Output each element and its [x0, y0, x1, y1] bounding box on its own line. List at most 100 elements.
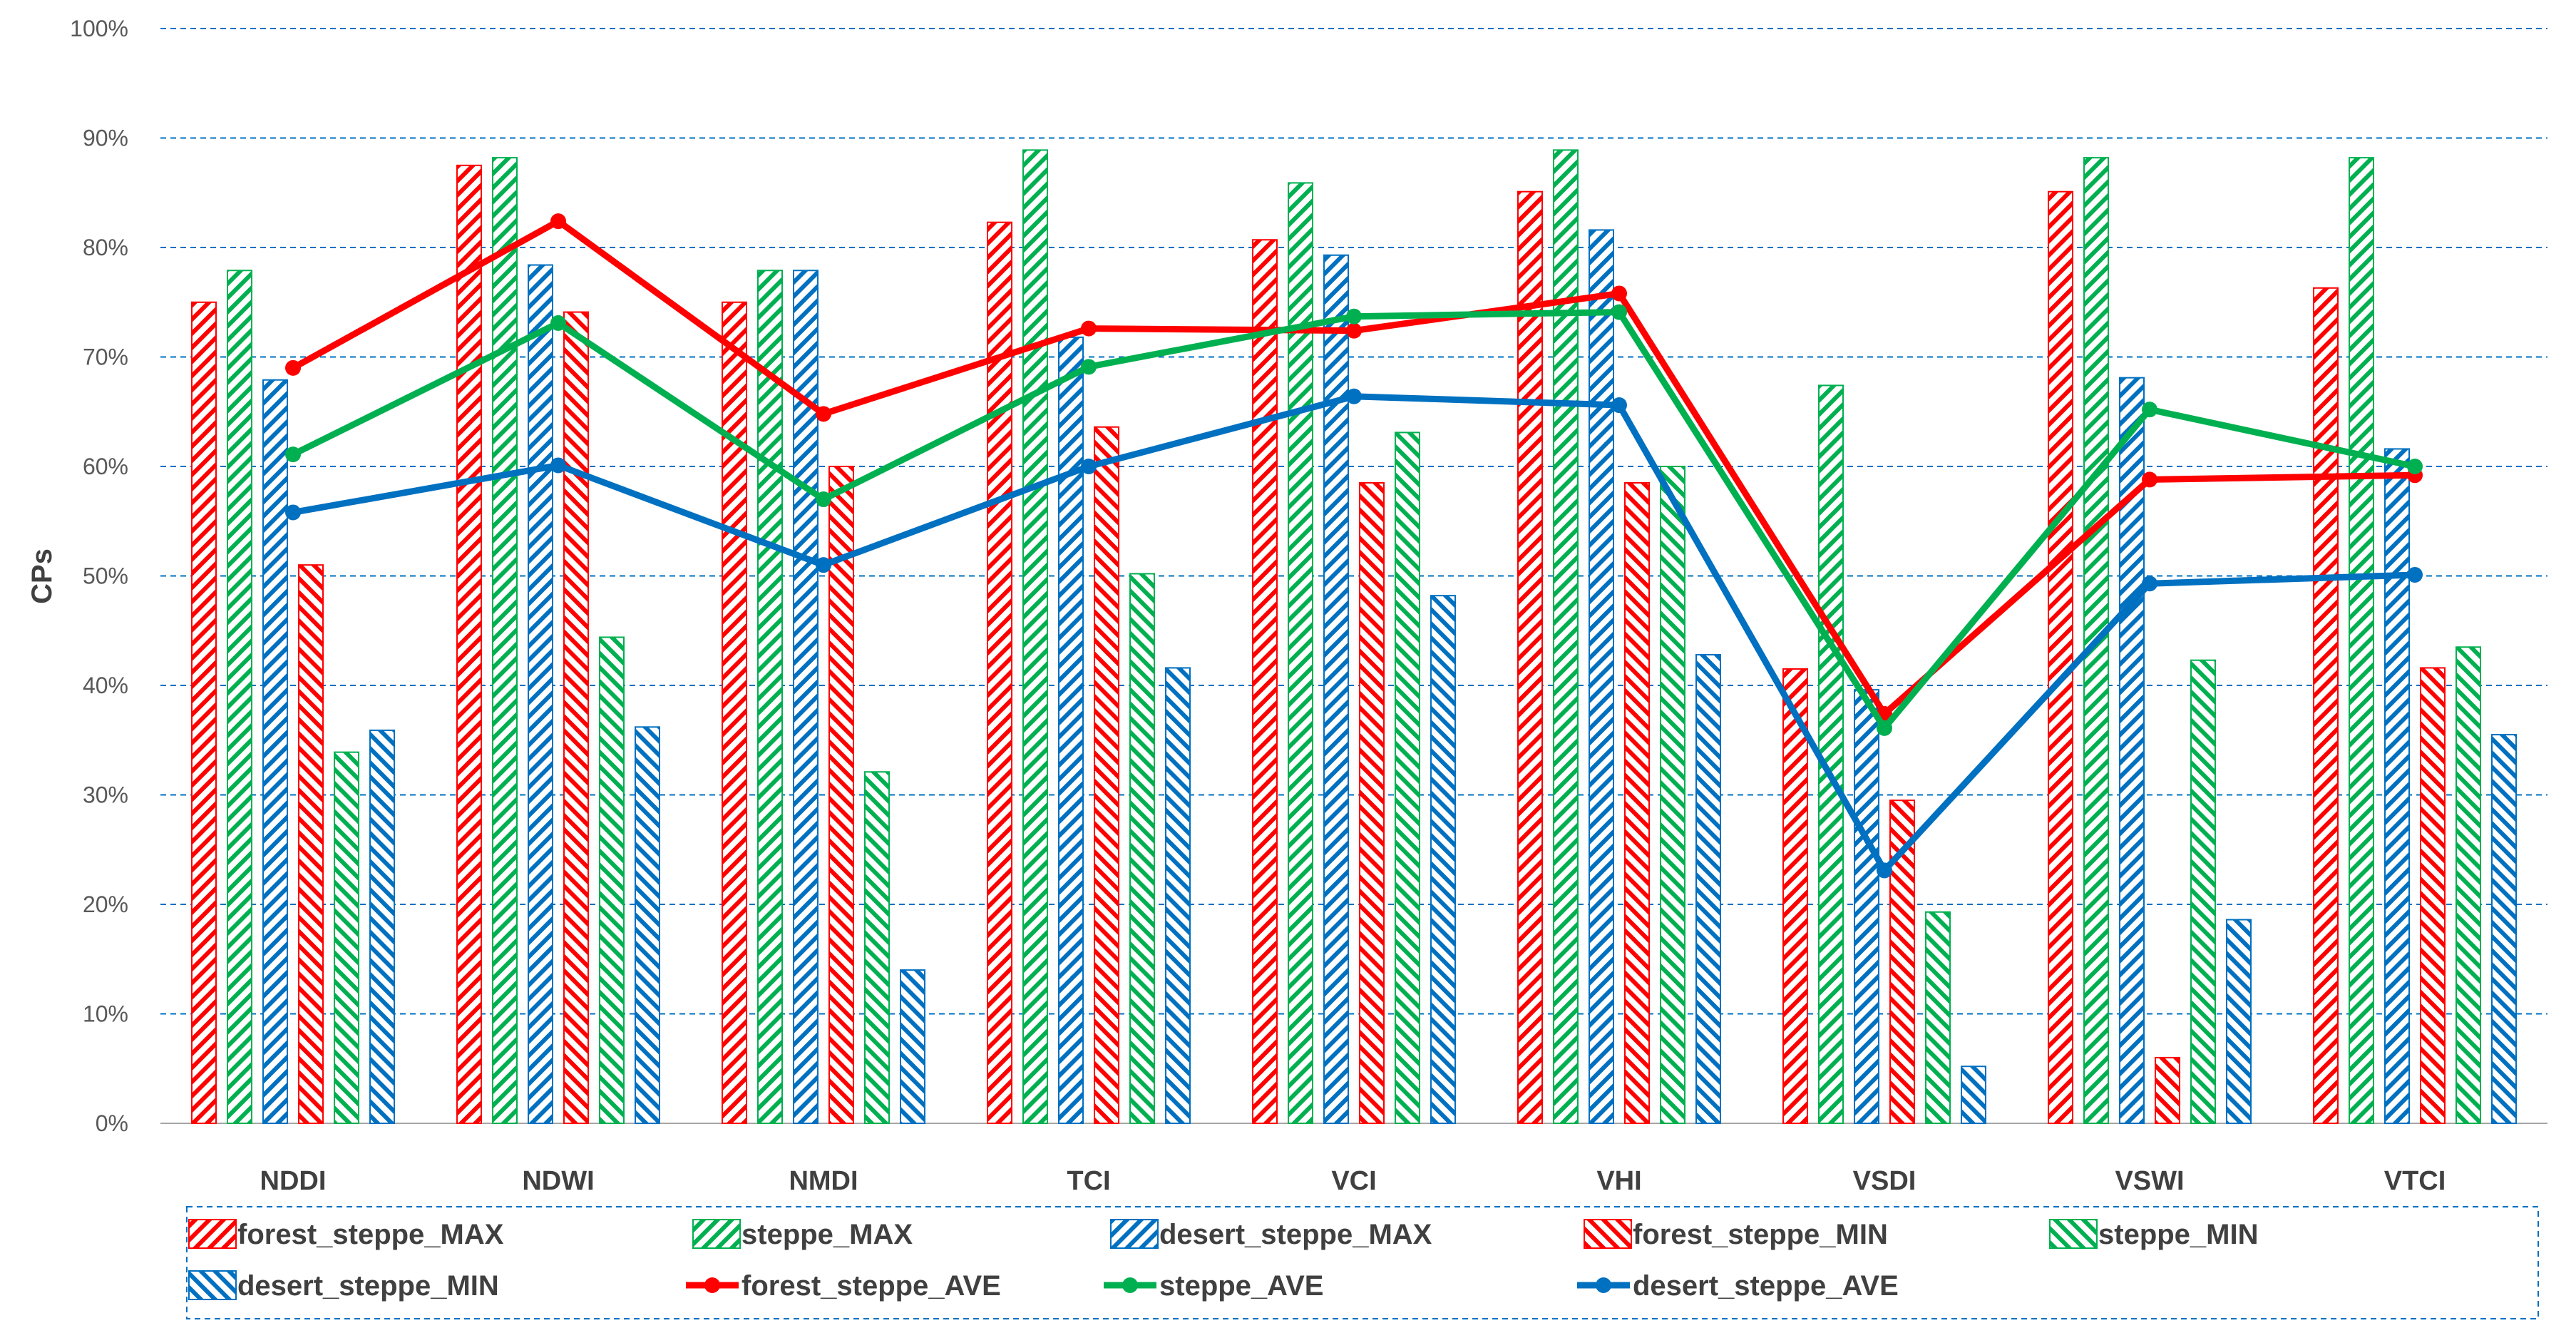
point-desert_steppe_AVE-VCI — [1346, 388, 1362, 404]
point-steppe_AVE-VHI — [1611, 304, 1627, 320]
legend-label: desert_steppe_AVE — [1633, 1270, 1899, 1302]
legend-label: forest_steppe_AVE — [742, 1270, 1001, 1302]
point-forest_steppe_AVE-VHI — [1611, 285, 1627, 302]
bar-desert_steppe_MAX-NDWI — [528, 264, 553, 1124]
bar-desert_steppe_MAX-VCI — [1323, 254, 1349, 1124]
point-steppe_AVE-VTCI — [2407, 459, 2423, 474]
legend-item-forest_steppe_AVE: forest_steppe_AVE — [686, 1270, 1001, 1302]
point-desert_steppe_AVE-NMDI — [816, 557, 831, 573]
bar-forest_steppe_MIN-NDWI — [563, 311, 589, 1125]
point-steppe_AVE-VSDI — [1877, 720, 1892, 736]
legend-marker — [1122, 1277, 1138, 1293]
legend-item-steppe_AVE: steppe_AVE — [1104, 1270, 1323, 1302]
bar-steppe_MAX-NDWI — [492, 157, 518, 1124]
y-tick-label: 100% — [70, 16, 128, 41]
bar-steppe_MAX-VCI — [1288, 182, 1313, 1124]
bar-forest_steppe_MIN-VCI — [1359, 482, 1385, 1124]
point-steppe_AVE-TCI — [1081, 359, 1097, 375]
legend-label: desert_steppe_MIN — [237, 1270, 499, 1302]
bar-steppe_MAX-VSDI — [1818, 384, 1844, 1124]
bar-steppe_MIN-TCI — [1129, 573, 1155, 1124]
point-steppe_AVE-NMDI — [816, 491, 831, 508]
legend-marker — [1596, 1277, 1611, 1293]
y-tick-label: 90% — [83, 126, 128, 151]
bar-forest_steppe_MIN-TCI — [1094, 426, 1119, 1124]
bar-desert_steppe_MIN-NDWI — [635, 726, 660, 1124]
legend-item-desert_steppe_MAX: desert_steppe_MAX — [1110, 1219, 1432, 1250]
bar-forest_steppe_MAX-VSWI — [2048, 190, 2073, 1125]
bar-steppe_MIN-VHI — [1660, 466, 1685, 1124]
y-tick-label: 70% — [83, 344, 128, 370]
point-forest_steppe_AVE-VCI — [1346, 322, 1362, 339]
bar-steppe_MAX-NDDI — [227, 270, 252, 1124]
bar-forest_steppe_MAX-VHI — [1517, 190, 1543, 1125]
x-tick-label: NDWI — [522, 1166, 594, 1196]
x-tick-label: TCI — [1067, 1166, 1110, 1196]
legend-item-desert_steppe_MIN: desert_steppe_MIN — [188, 1270, 499, 1302]
bar-forest_steppe_MAX-NDWI — [456, 164, 482, 1124]
bar-steppe_MIN-NDWI — [599, 636, 625, 1124]
point-desert_steppe_AVE-VSWI — [2142, 576, 2157, 592]
legend-label: forest_steppe_MIN — [1633, 1219, 1888, 1250]
bar-forest_steppe_MAX-NDDI — [191, 301, 217, 1124]
bar-steppe_MIN-NDDI — [334, 751, 359, 1124]
bar-desert_steppe_MAX-TCI — [1058, 336, 1084, 1124]
point-steppe_AVE-VSWI — [2142, 402, 2157, 418]
bar-steppe_MIN-VTCI — [2456, 646, 2481, 1124]
bar-desert_steppe_MAX-VHI — [1589, 229, 1614, 1125]
point-forest_steppe_AVE-TCI — [1081, 320, 1097, 337]
bar-steppe_MAX-VTCI — [2349, 157, 2374, 1124]
point-forest_steppe_AVE-NDWI — [550, 213, 566, 230]
legend-swatch — [1110, 1219, 1159, 1249]
legend-label: desert_steppe_MAX — [1159, 1219, 1432, 1250]
legend-swatch — [2049, 1219, 2098, 1249]
bar-steppe_MIN-VSWI — [2190, 659, 2216, 1124]
bar-desert_steppe_MIN-VHI — [1695, 654, 1721, 1124]
x-tick-label: NMDI — [789, 1166, 858, 1196]
bar-forest_steppe_MIN-VSWI — [2155, 1056, 2180, 1125]
bar-steppe_MIN-NMDI — [864, 771, 890, 1124]
bar-desert_steppe_MIN-NMDI — [900, 969, 925, 1124]
y-tick-label: 60% — [83, 454, 128, 479]
y-tick-label: 30% — [83, 782, 128, 808]
bar-forest_steppe_MIN-NMDI — [828, 466, 854, 1124]
bar-forest_steppe_MAX-VCI — [1252, 239, 1278, 1124]
point-forest_steppe_AVE-NMDI — [816, 406, 831, 422]
bar-desert_steppe_MIN-VTCI — [2491, 734, 2517, 1124]
point-forest_steppe_AVE-NDDI — [285, 359, 301, 376]
x-tick-label: VCI — [1331, 1166, 1376, 1196]
y-axis-title: CPs — [26, 548, 58, 604]
y-tick-label: 10% — [83, 1001, 128, 1027]
x-tick-label: VSWI — [2115, 1166, 2184, 1196]
bar-desert_steppe_MAX-NDDI — [262, 379, 288, 1124]
legend-swatch — [1584, 1219, 1632, 1249]
y-axis-ticks: 0% 10% 20% 30% 40% 50% 60% 70% 80% 90% 100% — [70, 16, 128, 1136]
bar-desert_steppe_MIN-VSWI — [2226, 919, 2252, 1124]
point-forest_steppe_AVE-VSWI — [2142, 471, 2157, 488]
x-tick-label: VTCI — [2384, 1166, 2446, 1196]
bar-desert_steppe_MIN-TCI — [1165, 667, 1191, 1124]
legend: forest_steppe_MAX steppe_MAX desert_steppe… — [186, 1206, 2539, 1319]
bar-forest_steppe_MIN-VHI — [1624, 482, 1650, 1124]
legend-swatch — [692, 1219, 741, 1249]
bar-steppe_MAX-VHI — [1553, 149, 1579, 1124]
y-tick-label: 20% — [83, 892, 128, 917]
bar-desert_steppe_MAX-VTCI — [2384, 448, 2410, 1124]
bar-forest_steppe_MAX-TCI — [987, 221, 1012, 1125]
point-steppe_AVE-NDWI — [550, 315, 566, 331]
legend-item-steppe_MIN: steppe_MIN — [2049, 1219, 2259, 1250]
legend-item-desert_steppe_AVE: desert_steppe_AVE — [1577, 1270, 1899, 1302]
point-desert_steppe_AVE-TCI — [1081, 459, 1097, 474]
legend-swatch — [188, 1219, 237, 1249]
lines — [285, 213, 2423, 879]
point-desert_steppe_AVE-VSDI — [1877, 862, 1892, 879]
legend-label: steppe_MIN — [2098, 1219, 2259, 1250]
point-desert_steppe_AVE-VTCI — [2407, 566, 2423, 583]
legend-label: forest_steppe_MAX — [237, 1219, 504, 1250]
x-tick-label: NDDI — [260, 1166, 327, 1196]
y-tick-label: 40% — [83, 673, 128, 698]
x-tick-label: VSDI — [1853, 1166, 1916, 1196]
legend-swatch — [188, 1270, 237, 1300]
bar-forest_steppe_MAX-VSDI — [1782, 668, 1808, 1124]
